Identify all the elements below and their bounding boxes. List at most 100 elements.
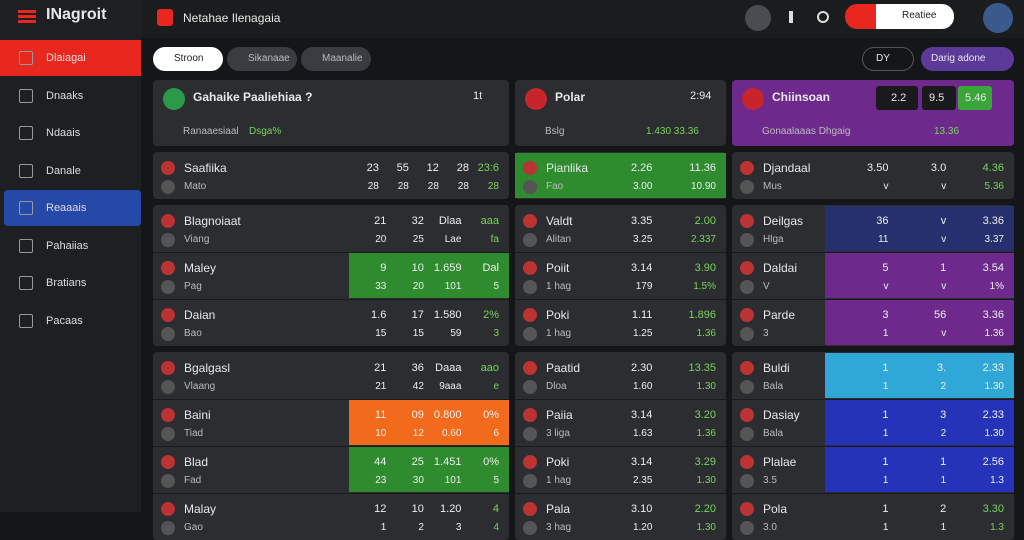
row-value[interactable]: v bbox=[883, 181, 889, 192]
row-value[interactable]: 1.30 bbox=[696, 381, 716, 392]
row-name[interactable]: Saafiika bbox=[184, 161, 227, 175]
menu-highlight[interactable] bbox=[0, 40, 141, 76]
row-value[interactable]: 1.896 bbox=[688, 309, 716, 321]
row-value[interactable]: 6 bbox=[493, 428, 499, 439]
row-value[interactable]: 28 bbox=[457, 181, 469, 192]
row-value[interactable]: 10 bbox=[375, 428, 387, 439]
row-name[interactable]: Daldai bbox=[763, 261, 798, 275]
tab-label[interactable]: Stroon bbox=[174, 53, 204, 64]
row-name[interactable]: Pianlika bbox=[546, 161, 589, 175]
row-value[interactable]: 1.20 bbox=[632, 522, 653, 533]
row-value[interactable]: 1 bbox=[882, 328, 889, 339]
tab[interactable] bbox=[153, 47, 223, 71]
row-name[interactable]: Buldi bbox=[763, 361, 790, 375]
row-value[interactable]: 5 bbox=[493, 281, 499, 292]
row-value[interactable]: 1.5% bbox=[693, 281, 716, 292]
row-value[interactable]: 9 bbox=[380, 262, 387, 274]
row-value[interactable]: 3.36 bbox=[982, 215, 1004, 227]
row-name[interactable]: Maley bbox=[184, 261, 217, 275]
row-value[interactable]: 2.26 bbox=[631, 162, 653, 174]
row-name[interactable]: Poiit bbox=[546, 261, 570, 275]
row-value[interactable]: 10.90 bbox=[690, 181, 716, 192]
menu-label[interactable]: Danale bbox=[46, 164, 81, 177]
row-name[interactable]: Poki bbox=[546, 308, 570, 322]
row-value[interactable]: 42 bbox=[412, 381, 424, 392]
row-value[interactable]: 1 bbox=[380, 522, 387, 533]
row-value[interactable]: 10 bbox=[411, 503, 424, 515]
row-value[interactable]: 1.25 bbox=[632, 328, 653, 339]
row-value[interactable]: 2.20 bbox=[694, 503, 716, 515]
row-value[interactable]: 1 bbox=[882, 381, 889, 392]
menu-label[interactable]: Dlaiagai bbox=[46, 52, 86, 64]
row-value[interactable]: 17 bbox=[411, 309, 424, 321]
row-value[interactable]: 5 bbox=[882, 262, 889, 274]
row-value[interactable]: 3.29 bbox=[694, 456, 716, 468]
row-value[interactable]: 3.35 bbox=[631, 215, 653, 227]
row-value[interactable]: 3.14 bbox=[631, 262, 653, 274]
row-value[interactable]: 1.580 bbox=[433, 309, 462, 321]
tab[interactable] bbox=[301, 47, 371, 71]
row-value[interactable]: 21 bbox=[374, 215, 387, 227]
row-value[interactable]: 1.30 bbox=[984, 381, 1004, 392]
tab-label[interactable]: Maanalie bbox=[322, 53, 363, 64]
group-card[interactable] bbox=[153, 152, 509, 199]
avatar[interactable] bbox=[983, 3, 1013, 33]
row-value[interactable]: 3.20 bbox=[694, 409, 716, 421]
row-value[interactable]: 3.54 bbox=[982, 262, 1004, 274]
row-value[interactable]: 3.0 bbox=[930, 162, 947, 174]
row-name[interactable]: Pala bbox=[546, 502, 571, 516]
row-value[interactable]: 30 bbox=[412, 475, 424, 486]
row-name[interactable]: Deilgas bbox=[763, 214, 804, 228]
row-value[interactable]: 1.36 bbox=[696, 328, 716, 339]
row-value[interactable]: 11 bbox=[374, 409, 387, 421]
menu-highlight[interactable] bbox=[4, 190, 141, 226]
row-value[interactable]: 28 bbox=[367, 181, 379, 192]
row-value[interactable]: 28 bbox=[427, 181, 439, 192]
menu-label[interactable]: Pacaas bbox=[46, 314, 83, 327]
row-value[interactable]: v bbox=[941, 234, 947, 245]
row-value[interactable]: 2 bbox=[940, 381, 947, 392]
toggle[interactable] bbox=[862, 47, 914, 71]
row-value[interactable]: 1 bbox=[940, 456, 947, 468]
row-value[interactable]: 3.36 bbox=[982, 309, 1004, 321]
row-value[interactable]: 2% bbox=[483, 309, 499, 321]
row-value[interactable]: 2.33 bbox=[982, 409, 1004, 421]
row-value[interactable]: aaa bbox=[480, 215, 499, 227]
row-value[interactable]: 28 bbox=[456, 162, 469, 174]
row-value[interactable]: 1 bbox=[940, 475, 947, 486]
row-value[interactable]: 1.30 bbox=[984, 428, 1004, 439]
row-value[interactable]: 1.30 bbox=[696, 475, 716, 486]
row-value[interactable]: 28 bbox=[487, 181, 499, 192]
icon-button[interactable] bbox=[789, 11, 793, 23]
row-value[interactable]: 44 bbox=[374, 456, 387, 468]
row-value[interactable]: 3 bbox=[882, 309, 889, 321]
row-value[interactable]: 4 bbox=[492, 503, 499, 515]
search-field[interactable]: Reatiee bbox=[876, 4, 954, 29]
group-card[interactable] bbox=[732, 152, 1014, 199]
row-value[interactable]: 1.20 bbox=[440, 503, 462, 515]
row-value[interactable]: 2.33 bbox=[982, 362, 1004, 374]
row-name[interactable]: Dasiay bbox=[763, 408, 800, 422]
tab[interactable] bbox=[227, 47, 297, 71]
row-value[interactable]: 0.60 bbox=[441, 428, 462, 439]
row-value[interactable]: 10 bbox=[411, 262, 424, 274]
row-value[interactable]: 59 bbox=[450, 328, 462, 339]
row-value[interactable]: 3.50 bbox=[867, 162, 889, 174]
row-value[interactable]: 3.90 bbox=[694, 262, 716, 274]
row-value[interactable]: 15 bbox=[375, 328, 387, 339]
row-value[interactable]: 28 bbox=[397, 181, 409, 192]
row-value[interactable]: 25 bbox=[412, 234, 424, 245]
row-name[interactable]: Valdt bbox=[546, 214, 573, 228]
row-value[interactable]: 21 bbox=[374, 362, 387, 374]
row-value[interactable]: 5.36 bbox=[984, 181, 1004, 192]
row-value[interactable]: aao bbox=[480, 362, 499, 374]
row-value[interactable]: 20 bbox=[412, 281, 424, 292]
row-value[interactable]: 0% bbox=[483, 456, 499, 468]
row-value[interactable]: 1 bbox=[882, 475, 889, 486]
menu-label[interactable]: Reaaais bbox=[46, 202, 87, 214]
row-value[interactable]: 21 bbox=[375, 381, 387, 392]
row-name[interactable]: Poki bbox=[546, 455, 570, 469]
row-value[interactable]: 4.36 bbox=[982, 162, 1004, 174]
row-value[interactable]: 13.35 bbox=[688, 362, 716, 374]
menu-label[interactable]: Ndaais bbox=[46, 127, 81, 139]
